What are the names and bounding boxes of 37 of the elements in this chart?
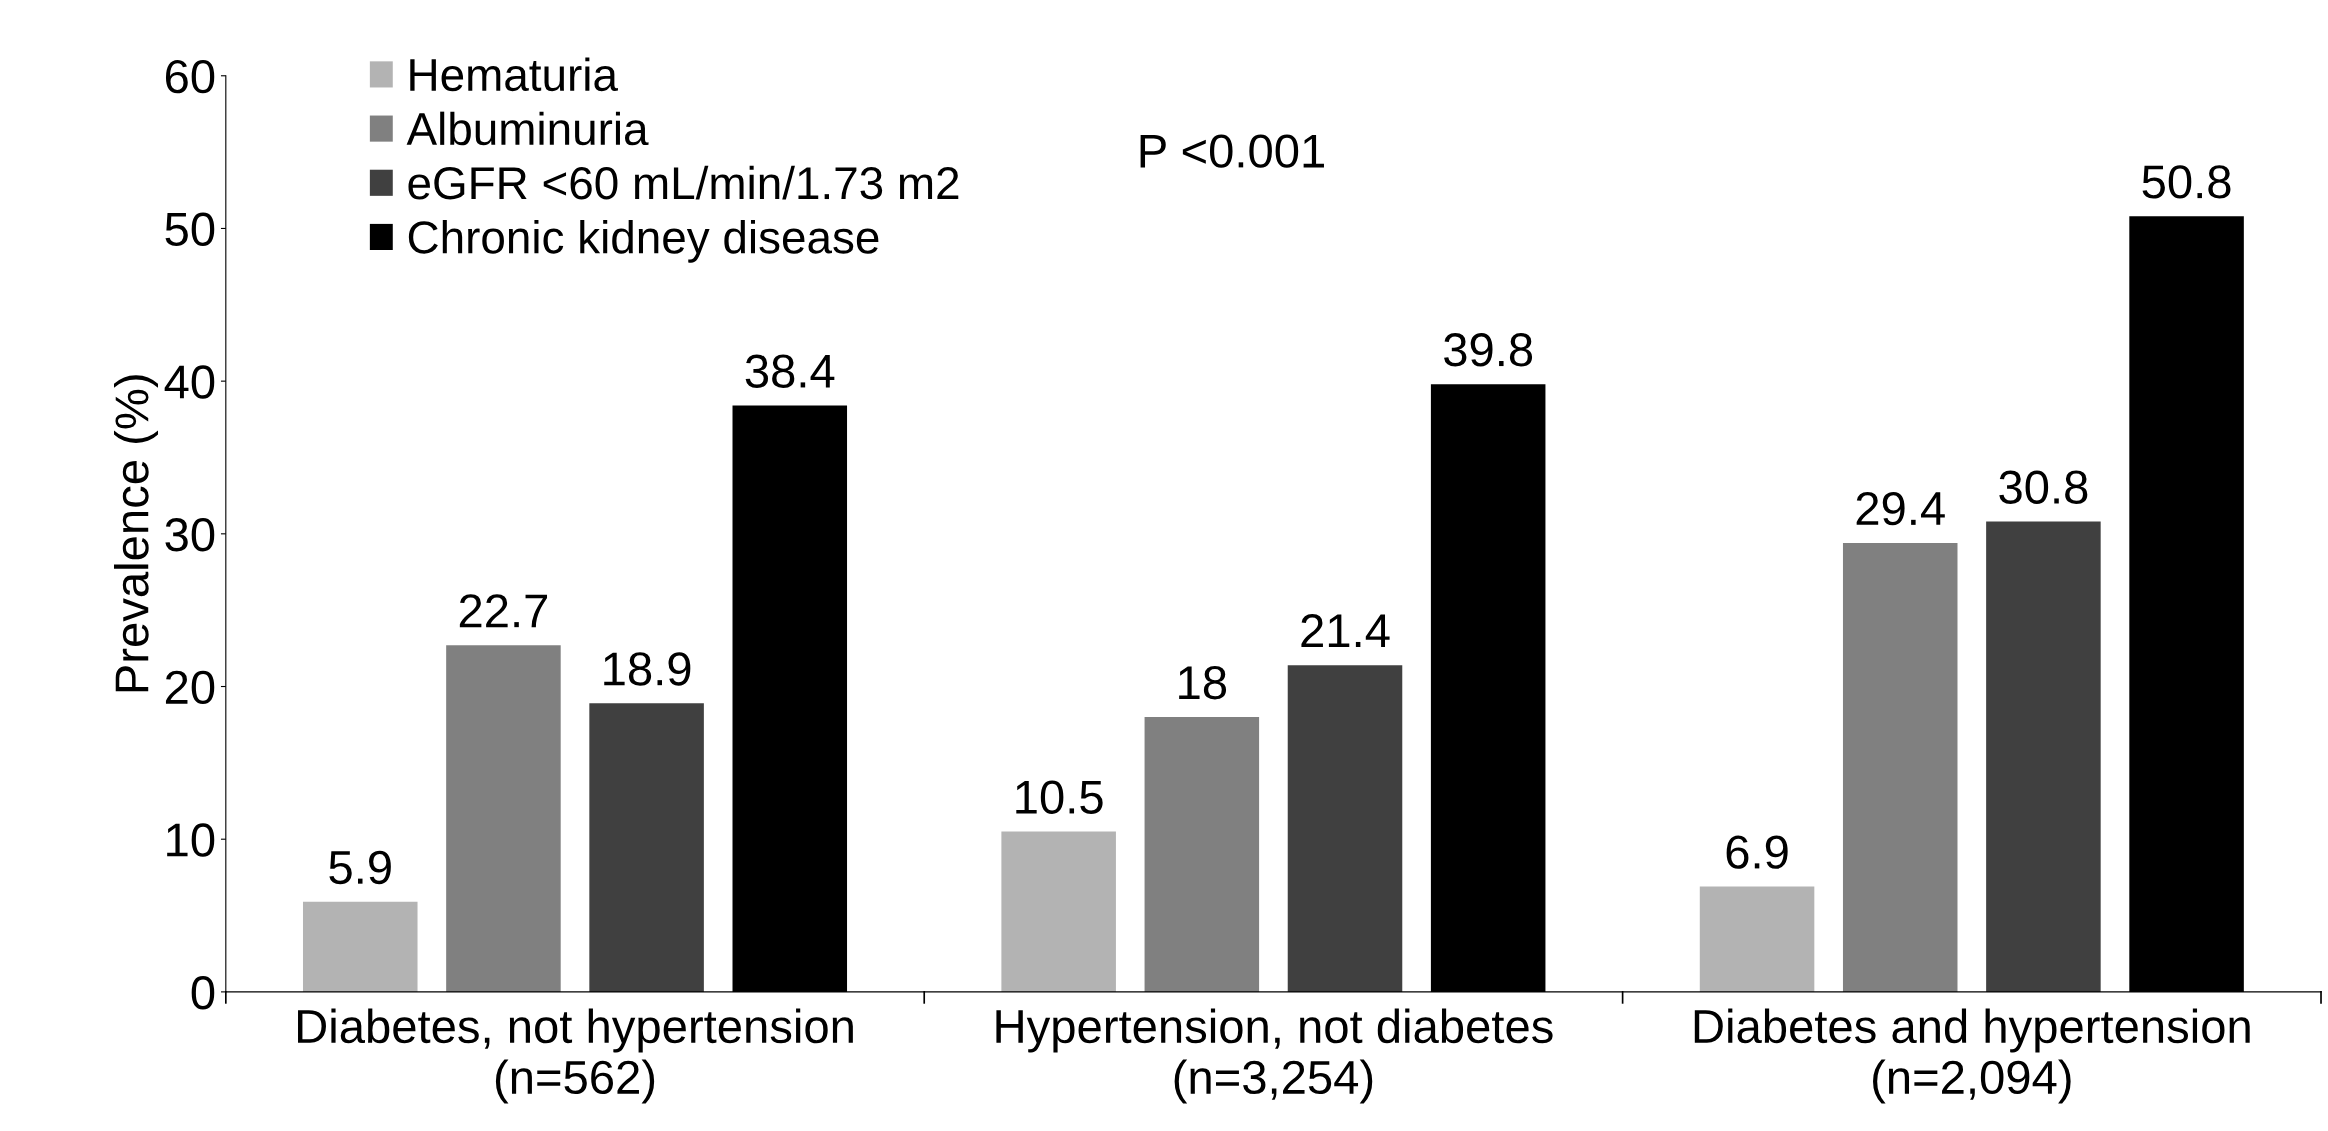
y-axis-title: Prevalence (%) [114, 375, 158, 692]
bar [1842, 542, 1958, 992]
bar [1001, 831, 1116, 992]
data-label: 21.4 [1301, 614, 1390, 648]
y-tick-label: 30 [165, 517, 215, 552]
annotation: P <0.001 [1140, 134, 1324, 168]
bar [446, 645, 561, 992]
legend-label: Albuminuria [406, 111, 649, 146]
y-tick-label: 20 [165, 670, 215, 705]
x-tick-label: Diabetes and hypertension (n=2,094) [1694, 1008, 2250, 1104]
y-tick-label: 40 [164, 365, 215, 399]
bar [589, 703, 704, 992]
legend-label: Chronic kidney disease [408, 220, 879, 263]
data-label: 29.4 [1856, 491, 1945, 526]
data-label: 30.8 [1999, 470, 2088, 504]
data-label: 6.9 [1726, 835, 1788, 869]
data-label: 50.8 [2142, 165, 2231, 199]
data-label: 18.9 [604, 652, 691, 686]
y-tick-label: 60 [165, 59, 215, 94]
bar [302, 901, 418, 992]
data-label: 18 [1179, 665, 1227, 700]
data-label: 38.4 [745, 354, 835, 388]
y-tick-label: 10 [167, 823, 215, 857]
data-label: 22.7 [459, 594, 548, 628]
data-label: 5.9 [329, 850, 391, 885]
data-label: 39.8 [1444, 333, 1533, 367]
legend-label: eGFR <60 mL/min/1.73 m2 [408, 165, 959, 200]
y-tick-label: 50 [165, 212, 215, 247]
data-label: 10.5 [1016, 780, 1103, 814]
bar [1699, 886, 1815, 992]
legend-label: Hematuria [410, 57, 618, 92]
bar [1144, 717, 1260, 992]
x-tick-label: Diabetes, not hypertension (n=562) [298, 1008, 853, 1104]
bar [1986, 521, 2101, 992]
x-tick-label: Hypertension, not diabetes (n=3,254) [996, 1008, 1553, 1104]
bar [1287, 665, 1403, 992]
y-tick-label: 0 [191, 976, 215, 1010]
